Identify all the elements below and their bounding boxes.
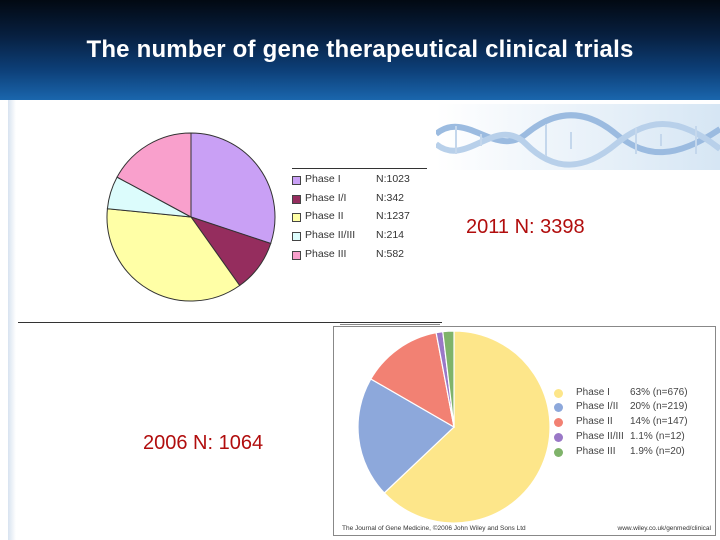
- pie-slice-phase-i-ii: [357, 378, 455, 494]
- legend-label: Phase III: [576, 446, 616, 457]
- chart-panel-2006: Phase I 63% (n=676) Phase I/II 20% (n=21…: [333, 326, 716, 536]
- legend-swatch: [292, 232, 301, 241]
- legend-dot: [554, 403, 563, 412]
- legend-dot: [554, 418, 563, 427]
- legend-swatch: [292, 195, 301, 204]
- legend-value: 20% (n=219): [630, 401, 688, 412]
- legend-value: 63% (n=676): [630, 387, 688, 398]
- legend-label: Phase II/III: [576, 431, 624, 442]
- source-credit: The Journal of Gene Medicine, ©2006 John…: [342, 525, 526, 532]
- label-2011-total: 2011 N: 3398: [466, 216, 585, 238]
- section-divider: [18, 322, 442, 323]
- legend-value: N:342: [376, 192, 405, 204]
- source-url: www.wiley.co.uk/genmed/clinical: [617, 525, 711, 532]
- legend-label: Phase II: [305, 210, 344, 222]
- legend-value: N:214: [376, 229, 405, 241]
- legend-label: Phase I: [305, 173, 341, 185]
- legend-label: Phase II: [576, 416, 613, 427]
- legend-value: 1.9% (n=20): [630, 446, 685, 457]
- label-2006-total: 2006 N: 1064: [143, 432, 264, 454]
- left-frame: [8, 100, 16, 540]
- legend-value: 14% (n=147): [630, 416, 688, 427]
- panel-top-rule: [340, 324, 440, 325]
- legend-dot: [554, 433, 563, 442]
- pie-slice-phase-i: [383, 330, 551, 524]
- pie-chart-2006: [357, 330, 551, 524]
- legend-label: Phase I/II: [576, 401, 619, 412]
- legend-dot: [554, 448, 563, 457]
- pie-slice-phase-i: [190, 132, 276, 245]
- legend-label: Phase III: [305, 248, 347, 260]
- legend-label: Phase II/III: [305, 229, 356, 241]
- title-bar: The number of gene therapeutical clinica…: [0, 0, 720, 100]
- pie-slice-phase-ii: [370, 331, 455, 429]
- legend-top-rule: [292, 168, 427, 169]
- pie-slice-phase-iii: [442, 330, 455, 428]
- legend-value: N:1023: [376, 173, 410, 185]
- legend-value: N:1237: [376, 210, 410, 222]
- dna-helix-decoration: [436, 104, 720, 170]
- pie-slice-phase-ii: [106, 208, 241, 302]
- legend-value: 1.1% (n=12): [630, 431, 685, 442]
- legend-label: Phase I: [576, 387, 610, 398]
- legend-value: N:582: [376, 248, 405, 260]
- legend-label: Phase I/I: [305, 192, 347, 204]
- pie-chart-2011: [106, 132, 276, 302]
- legend-swatch: [292, 213, 301, 222]
- legend-dot: [554, 389, 563, 398]
- legend-swatch: [292, 176, 301, 185]
- pie-slice-phase-iii: [116, 132, 192, 218]
- slide-title: The number of gene therapeutical clinica…: [86, 36, 634, 63]
- legend-swatch: [292, 251, 301, 260]
